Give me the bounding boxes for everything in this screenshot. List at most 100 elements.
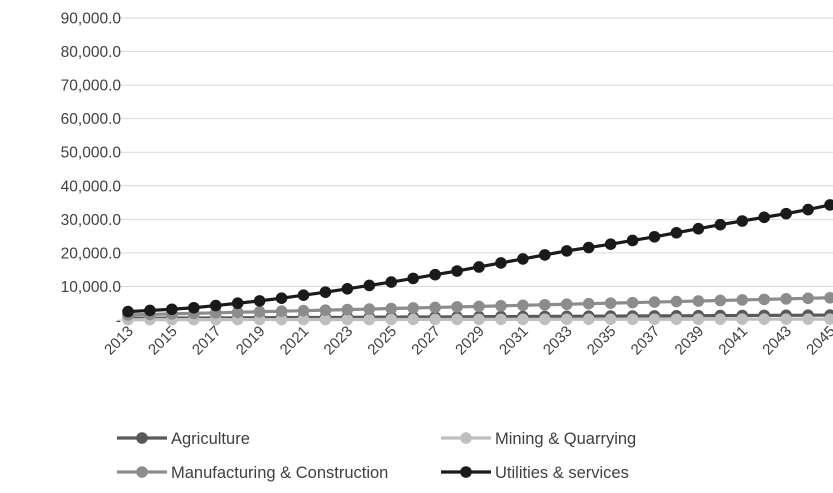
- series-2: [122, 291, 833, 321]
- data-point: [385, 302, 398, 315]
- data-point: [626, 296, 639, 309]
- data-point: [758, 313, 770, 325]
- data-point: [297, 289, 310, 301]
- y-tick-label: 80,000.0: [61, 44, 122, 61]
- x-tick-label: 2019: [233, 323, 269, 359]
- data-point: [451, 301, 463, 313]
- data-point: [385, 313, 398, 326]
- x-tick-label: 2045: [803, 323, 833, 359]
- x-tick-label: 2033: [540, 323, 576, 359]
- y-tick-label: 60,000.0: [61, 111, 122, 128]
- legend-item: Agriculture: [117, 430, 250, 448]
- y-tick-label: 90,000.0: [61, 11, 122, 28]
- data-point: [539, 298, 551, 311]
- data-point: [560, 298, 573, 311]
- data-point: [670, 313, 683, 326]
- data-point: [560, 313, 573, 326]
- legend-label: Utilities & services: [495, 464, 629, 482]
- data-point: [341, 282, 354, 295]
- data-point: [166, 303, 178, 316]
- data-point: [209, 299, 222, 312]
- data-point: [407, 272, 419, 285]
- data-point: [692, 295, 705, 307]
- y-tick-label: 30,000.0: [61, 212, 122, 229]
- data-point: [517, 253, 529, 265]
- data-point: [758, 211, 770, 224]
- data-point: [275, 292, 288, 304]
- x-tick-label: 2041: [715, 323, 751, 359]
- legend-label: Manufacturing & Construction: [171, 464, 388, 482]
- data-point: [582, 297, 595, 310]
- data-point: [670, 226, 683, 239]
- data-point: [648, 296, 661, 308]
- data-point: [319, 304, 332, 316]
- x-tick-label: 2013: [101, 323, 137, 359]
- x-tick-label: 2035: [584, 323, 620, 359]
- data-point: [714, 294, 727, 307]
- legend-item: Manufacturing & Construction: [117, 464, 388, 482]
- data-point: [297, 313, 310, 326]
- data-point: [604, 313, 617, 326]
- gridlines: [118, 17, 833, 321]
- data-point: [582, 313, 595, 326]
- data-point: [407, 302, 419, 314]
- x-axis: 2013 2015 2017 2019 2021 2023 2025 2027 2029 2031…: [101, 323, 833, 359]
- data-point: [275, 305, 288, 318]
- data-point: [473, 261, 485, 273]
- y-tick-label: -: [116, 313, 121, 330]
- data-point: [341, 313, 354, 326]
- data-point: [341, 303, 354, 316]
- legend-label: Agriculture: [171, 430, 250, 448]
- data-point: [560, 245, 573, 257]
- data-point: [429, 313, 441, 326]
- series-3: [122, 199, 833, 318]
- data-point: [604, 297, 617, 309]
- data-point: [407, 313, 419, 326]
- x-tick-label: 2031: [496, 323, 532, 359]
- data-point: [363, 303, 376, 315]
- x-tick-label: 2017: [189, 323, 225, 359]
- data-point: [473, 313, 485, 326]
- legend-marker: [460, 466, 472, 478]
- data-point: [802, 292, 814, 305]
- y-tick-label: 40,000.0: [61, 178, 122, 195]
- legend-item: Mining & Quarrying: [441, 430, 636, 448]
- y-tick-label: 10,000.0: [61, 279, 122, 296]
- data-point: [714, 218, 727, 231]
- data-point: [648, 313, 661, 326]
- data-point: [670, 295, 683, 308]
- data-point: [582, 241, 595, 254]
- data-point: [824, 199, 833, 211]
- data-point: [824, 291, 833, 304]
- data-point: [495, 300, 507, 312]
- data-point: [473, 300, 485, 313]
- data-point: [714, 313, 727, 326]
- data-point: [363, 279, 376, 292]
- data-point: [780, 313, 792, 325]
- data-point: [451, 265, 463, 277]
- data-point: [604, 238, 617, 250]
- data-point: [275, 313, 288, 326]
- y-tick-label: 70,000.0: [61, 78, 122, 95]
- data-point: [802, 313, 814, 325]
- data-point: [780, 293, 792, 305]
- data-point: [319, 286, 332, 298]
- data-point: [253, 295, 266, 307]
- data-point: [824, 313, 833, 325]
- legend: Agriculture Mining & Quarrying Manufacturi…: [117, 430, 636, 482]
- data-point: [188, 301, 200, 314]
- legend-marker: [136, 432, 148, 444]
- series-lines: [122, 199, 833, 326]
- data-point: [517, 313, 529, 326]
- data-point: [736, 215, 749, 227]
- x-tick-label: 2039: [672, 323, 708, 359]
- x-tick-label: 2015: [145, 323, 181, 359]
- data-point: [517, 299, 529, 312]
- data-point: [692, 313, 705, 326]
- data-point: [363, 313, 376, 326]
- data-point: [648, 230, 661, 243]
- x-tick-label: 2025: [364, 323, 400, 359]
- data-point: [736, 313, 749, 325]
